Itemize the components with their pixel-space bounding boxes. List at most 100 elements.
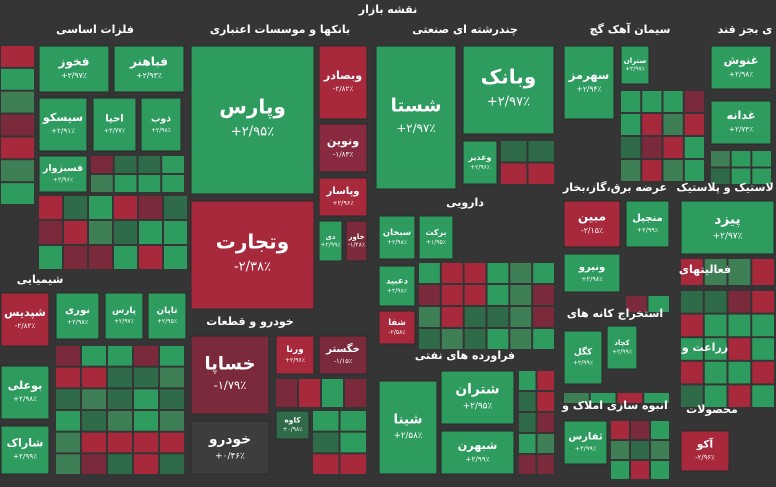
stock-change: +۲/۵۸٪: [394, 431, 423, 441]
stock-change: +۲/۹۷٪: [61, 71, 87, 80]
filler-tile: [56, 389, 80, 409]
filler-tile: [590, 393, 616, 403]
stock-name: بوعلی: [8, 379, 43, 392]
filler-tile: [651, 421, 669, 439]
stock-name: شپدیس: [4, 306, 46, 319]
filler-tile: [313, 454, 339, 474]
filler-tile: [160, 411, 184, 431]
sector-name: لاستیک و پلاستیک: [676, 181, 773, 194]
filler-tile: [164, 196, 187, 219]
sector-name: زراعت و: [681, 341, 728, 354]
filler-tile: [752, 385, 774, 407]
stock-tile: [563, 200, 621, 248]
filler-tile: [704, 314, 727, 337]
stock-change: +۰/۴۶٪: [215, 451, 245, 461]
filler-tile: [752, 291, 774, 313]
stock-change: +۰/۹۸٪: [283, 426, 303, 433]
map-title: نقشه بازار: [358, 3, 417, 16]
stock-name: احیا: [105, 114, 123, 125]
stock-name: سیسکو: [42, 111, 83, 124]
filler-tile: [1, 183, 34, 204]
stock-tile: [345, 220, 368, 262]
filler-tile: [108, 454, 132, 474]
filler-tile: [681, 259, 703, 285]
stock-tile: [190, 200, 315, 310]
sector-name: فعالیتهای: [679, 263, 731, 276]
stock-tile: [0, 425, 50, 475]
stock-name: ثفارس: [568, 432, 603, 443]
stock-tile: [440, 430, 515, 475]
filler-tile: [56, 346, 80, 366]
filler-tile: [313, 411, 339, 431]
filler-tile: [537, 413, 554, 432]
filler-tile: [419, 329, 440, 349]
filler-tile: [537, 455, 554, 474]
filler-tile: [684, 160, 704, 181]
filler-tile: [501, 163, 527, 184]
filler-tile: [663, 137, 683, 158]
filler-tile: [39, 246, 62, 269]
filler-tile: [626, 296, 647, 312]
filler-tile: [464, 285, 486, 305]
stock-tile: [710, 100, 772, 145]
stock-name: شستا: [391, 96, 442, 117]
stock-name: خگستر: [325, 342, 360, 355]
filler-tile: [752, 361, 774, 384]
stock-change: +۲/۹۹٪: [575, 445, 597, 453]
stock-tile: [563, 420, 608, 465]
filler-tile: [642, 137, 662, 158]
filler-tile: [114, 156, 137, 173]
filler-tile: [731, 168, 751, 184]
filler-tile: [108, 346, 132, 366]
stock-tile: [38, 45, 110, 93]
stock-name: وتجارت: [216, 230, 289, 254]
filler-tile: [134, 411, 158, 431]
filler-tile: [519, 413, 536, 432]
filler-tile: [138, 156, 161, 173]
filler-tile: [134, 346, 158, 366]
stock-change: -۱/۱۵٪: [334, 357, 353, 365]
filler-tile: [684, 91, 704, 112]
stock-name: پیزد: [714, 211, 740, 227]
filler-tile: [728, 338, 751, 360]
stock-tile: [92, 97, 137, 152]
filler-tile: [1, 137, 34, 159]
stock-change: -۲/۳۸٪: [234, 260, 271, 275]
filler-tile: [139, 246, 162, 269]
filler-tile: [528, 141, 554, 162]
sector-name: دارویی: [446, 196, 484, 209]
filler-tile: [684, 137, 704, 158]
filler-tile: [464, 329, 486, 349]
filler-tile: [64, 221, 87, 244]
sector-name: سیمان آهک گچ: [590, 22, 671, 36]
stock-tile: [0, 292, 50, 347]
stock-change: -۲/۸۲٪: [15, 321, 36, 330]
stock-change: +۲/۷۷٪: [104, 127, 126, 135]
filler-tile: [138, 175, 161, 192]
sector-name: استخراج کانه های: [567, 307, 663, 321]
filler-tile: [621, 114, 641, 135]
filler-tile: [711, 151, 730, 167]
stock-name: ستران: [624, 57, 647, 65]
stock-tile: [318, 220, 343, 262]
stock-change: -۱/۲۸٪: [348, 242, 365, 249]
stock-name: کگل: [574, 346, 593, 358]
filler-tile: [731, 151, 751, 167]
filler-tile: [533, 307, 554, 327]
stock-change: +۲/۹۶٪: [470, 164, 490, 171]
filler-tile: [134, 454, 158, 474]
stock-change: +۱/۹۵٪: [426, 239, 446, 246]
stock-change: -۲/۸۲٪: [333, 84, 354, 93]
filler-tile: [648, 296, 669, 312]
filler-tile: [501, 141, 527, 162]
stock-tile: [318, 45, 368, 120]
filler-tile: [419, 307, 440, 327]
filler-tile: [419, 285, 440, 305]
stock-name: وپاسار: [325, 186, 359, 197]
stock-name: وبانک: [481, 65, 536, 89]
filler-tile: [464, 263, 486, 283]
filler-tile: [39, 196, 62, 219]
filler-tile: [487, 329, 509, 349]
stock-tile: [55, 292, 100, 340]
stock-name: سهرمز: [568, 68, 610, 83]
